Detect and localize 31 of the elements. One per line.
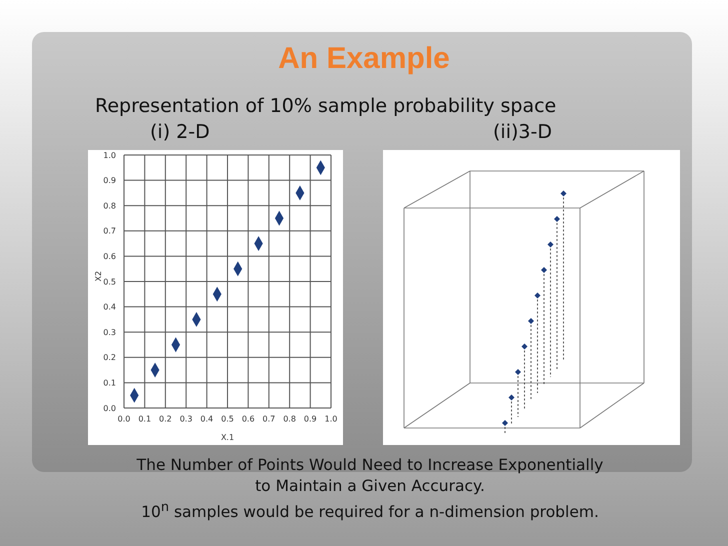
y-tick-label: 0.4 (103, 302, 116, 312)
x-tick-label: 0.3 (180, 414, 192, 424)
y-tick-label: 0.3 (103, 328, 116, 337)
text: (i) 2-D (150, 121, 210, 143)
x-tick-label: 1.0 (324, 414, 338, 424)
y-tick-label: 0.6 (103, 252, 116, 262)
x-tick-label: 0.1 (138, 414, 152, 424)
x-tick-label: 0.8 (283, 414, 296, 424)
y-tick-label: 0.5 (103, 277, 116, 286)
x-tick-label: 0.5 (221, 414, 234, 424)
x-tick-label: 0.6 (242, 414, 255, 424)
text: (ii)3-D (493, 121, 552, 143)
y-tick-label: 0.9 (103, 176, 116, 186)
y-tick-label: 0.2 (103, 353, 116, 362)
chart-subtitle: Representation of 10% sample probability space (95, 95, 556, 117)
x-tick-label: 0.4 (200, 414, 214, 424)
y-tick-label: 0.7 (103, 226, 116, 236)
y-tick-label: 1.0 (103, 150, 116, 160)
y-tick-label: 0.0 (103, 404, 116, 413)
y-tick-label: 0.1 (103, 378, 116, 388)
x-tick-label: 0.9 (304, 414, 317, 424)
text: 10$^{n}$ samples would be required for a n-dimension problem. (140, 499, 600, 524)
y-axis-title: X2 (94, 270, 103, 282)
x-tick-label: 0.2 (159, 414, 172, 424)
chart-title: An Example (277, 42, 451, 76)
x-tick-label: 0.0 (118, 414, 130, 424)
y-tick-label: 0.8 (103, 201, 116, 210)
text: The Number of Points Would Need to Increase Exponentially (136, 455, 604, 476)
text: to Maintain a Given Accuracy. (254, 476, 486, 497)
x-tick-label: 0.7 (262, 414, 276, 424)
x-axis-title: X.1 (220, 433, 234, 442)
